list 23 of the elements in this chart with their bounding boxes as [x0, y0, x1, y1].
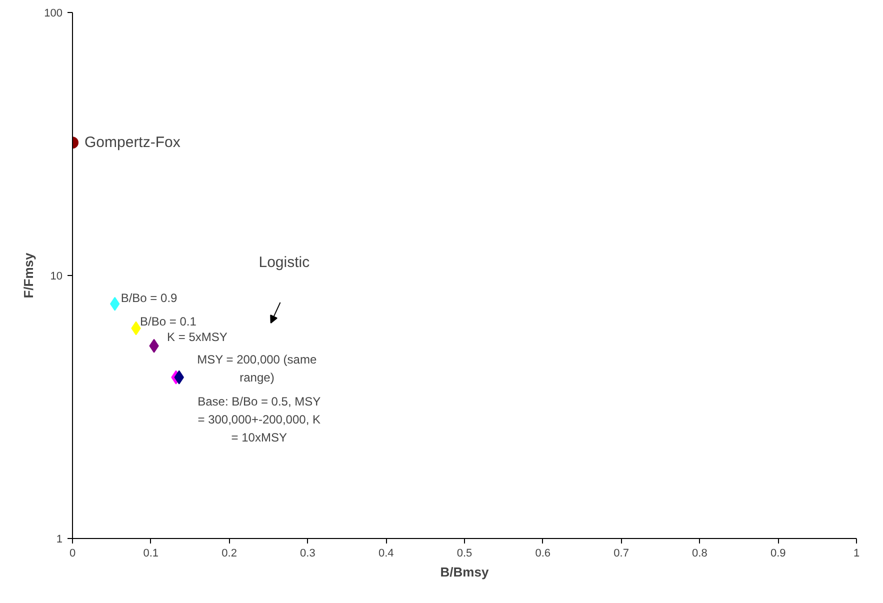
- x-tick-label: 1: [853, 548, 860, 560]
- x-tick-label: 0.4: [378, 548, 394, 560]
- x-tick-label: 0.9: [770, 548, 786, 560]
- x-tick-label: 0.1: [143, 548, 159, 560]
- annotation: Base: B/Bo = 0.5, MSY = 300,000+-200,000, K = 10xMSY: [198, 394, 321, 445]
- y-axis-title: F/Fmsy: [21, 252, 36, 298]
- series-label: Gompertz-Fox: [84, 134, 181, 152]
- annotation: B/Bo = 0.9: [120, 290, 178, 305]
- y-tick-label: 100: [44, 8, 63, 20]
- annotation: MSY = 200,000 (same range): [197, 352, 317, 385]
- y-tick-label: 10: [50, 270, 63, 282]
- x-tick-label: 0: [69, 548, 76, 560]
- x-tick-label: 0.6: [535, 548, 551, 560]
- annotation: B/Bo = 0.1: [140, 314, 197, 328]
- y-tick-label: 1: [56, 534, 63, 546]
- x-tick-label: 0.8: [692, 548, 708, 560]
- text: Logistic: [258, 254, 310, 272]
- x-axis-title: B/Bmsy: [440, 564, 490, 580]
- annotation: K = 5xMSY: [167, 330, 228, 344]
- x-tick-label: 0.5: [456, 548, 472, 560]
- x-tick-label: 0.3: [300, 548, 316, 560]
- x-tick-label: 0.7: [614, 548, 629, 560]
- x-tick-label: 0.2: [222, 548, 237, 560]
